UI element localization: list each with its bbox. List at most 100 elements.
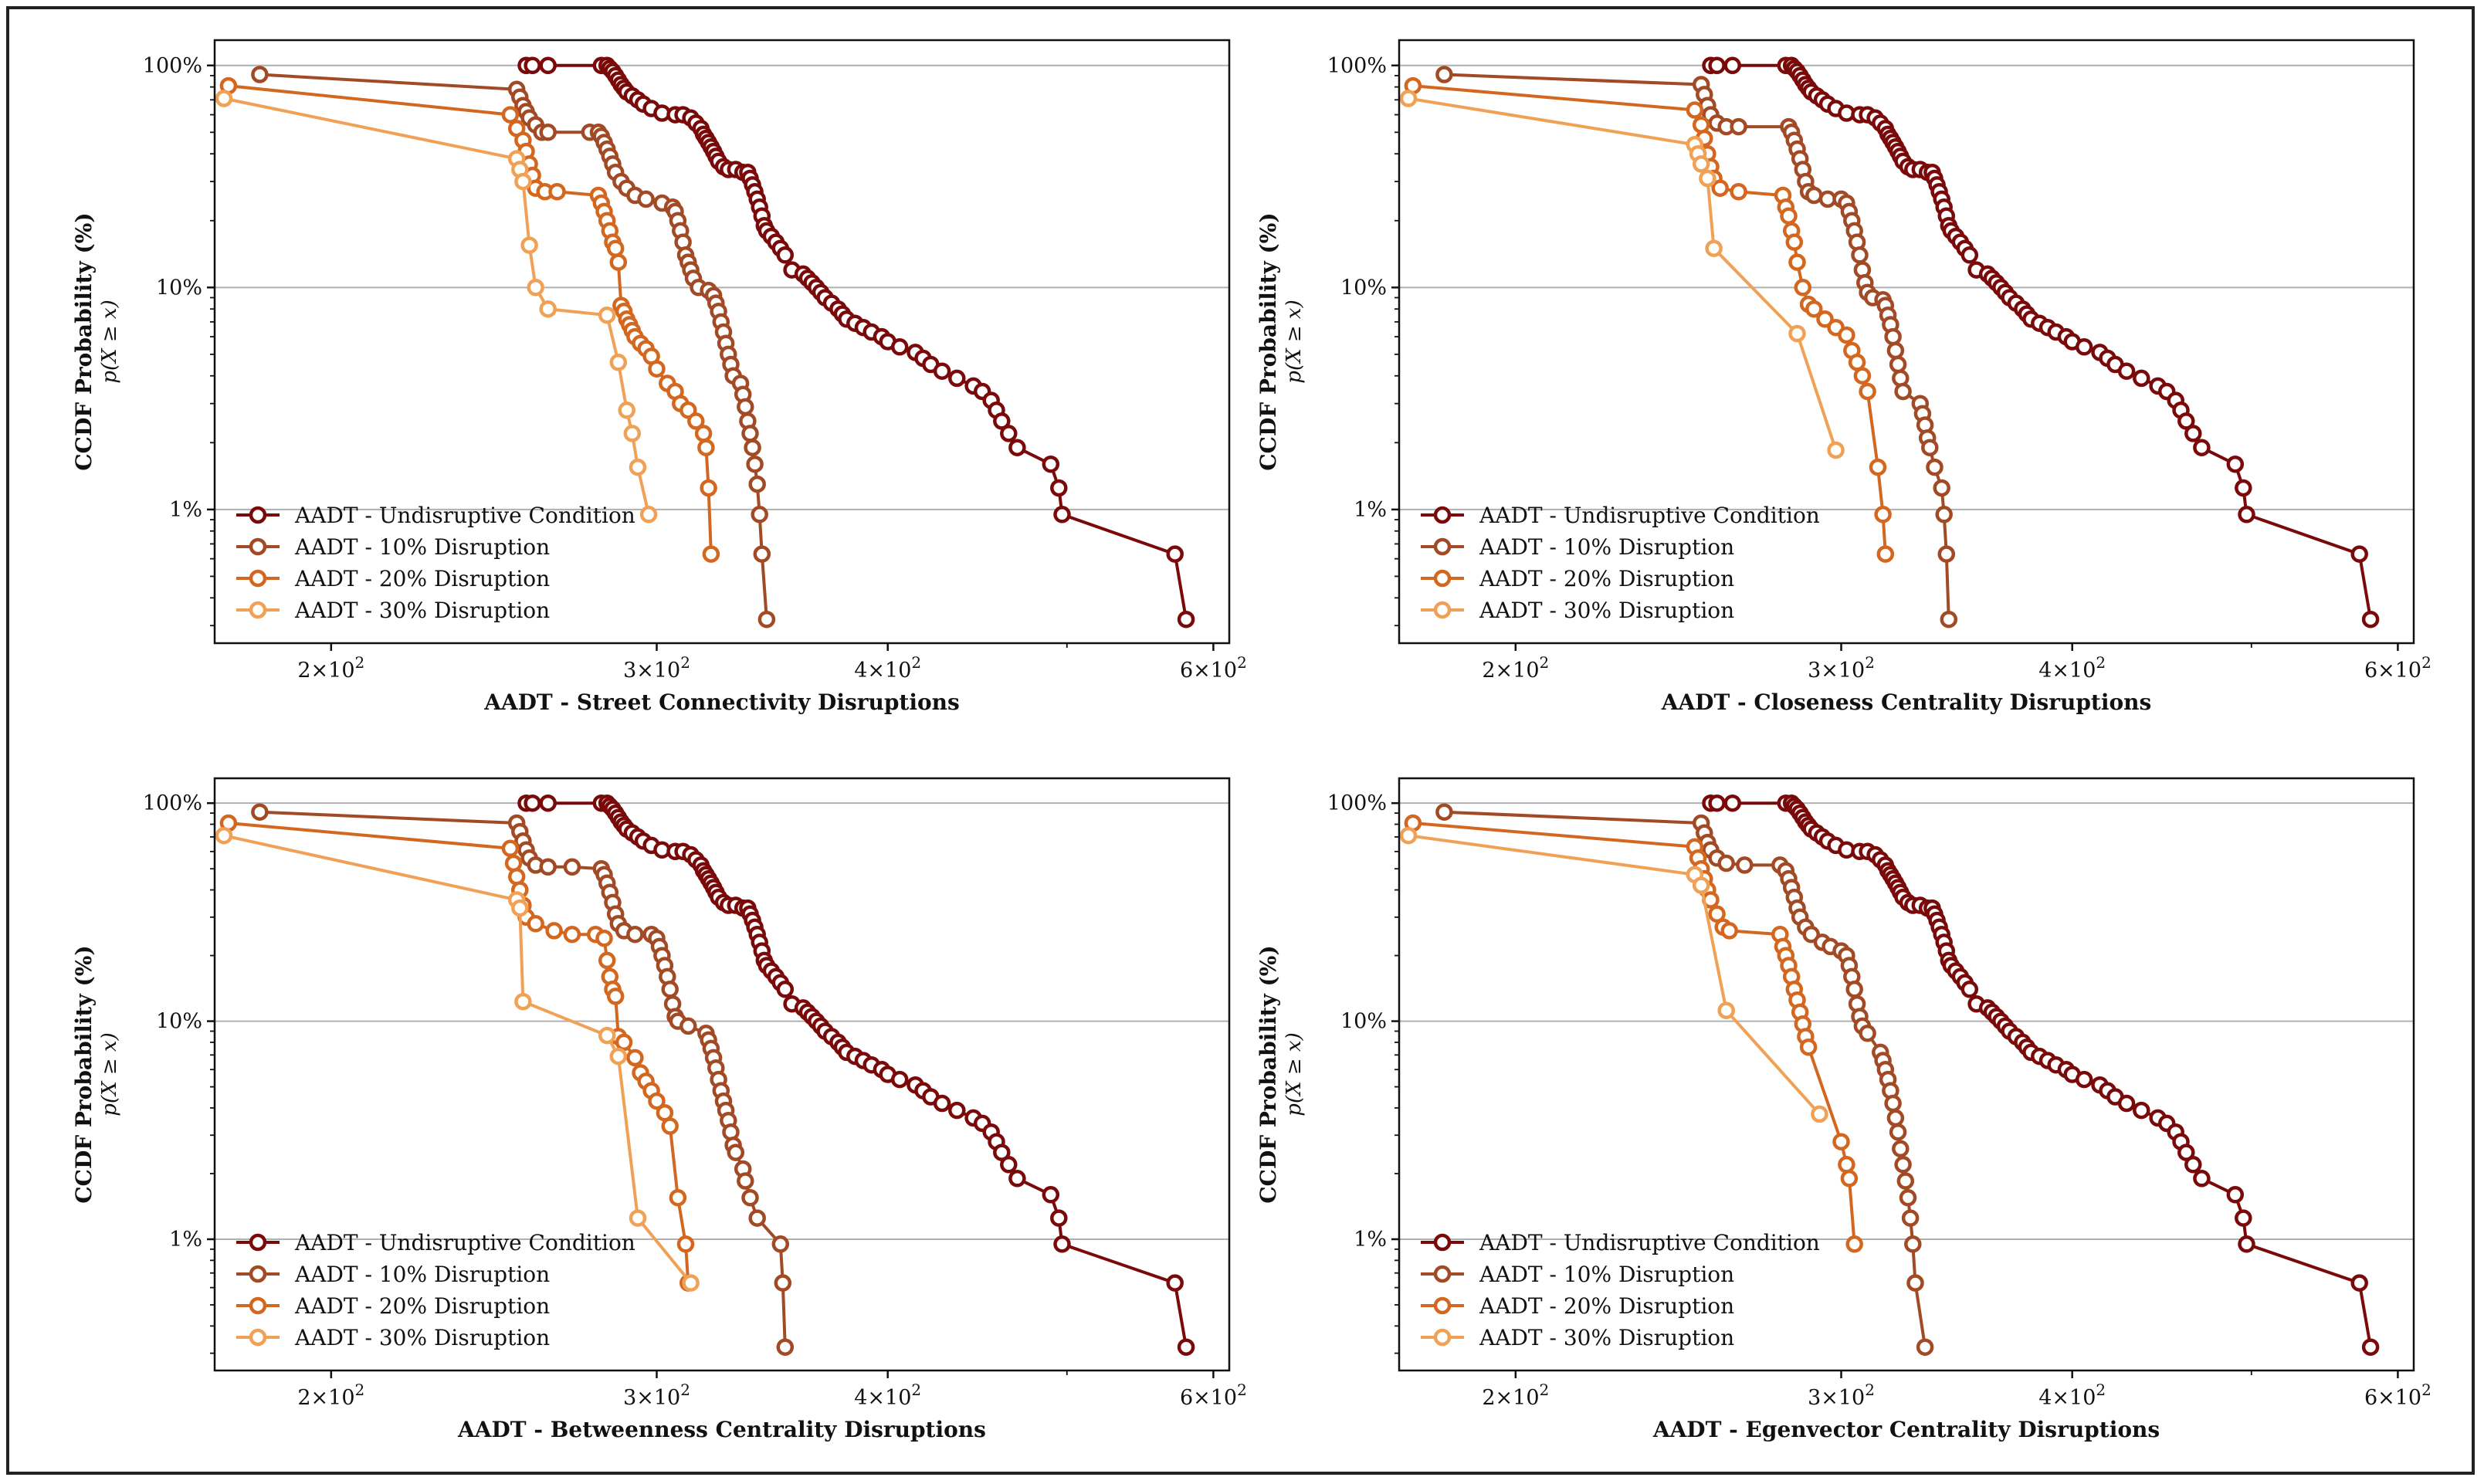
series-d30 <box>1399 90 1845 459</box>
data-point <box>2238 1235 2255 1253</box>
series-d30 <box>215 826 700 1292</box>
data-point <box>771 1235 790 1253</box>
legend-swatch-marker <box>1433 569 1452 588</box>
data-point <box>1926 458 1943 476</box>
y-axis-label: CCDF Probability (%) <box>71 212 97 470</box>
series-undisruptive <box>517 56 1195 628</box>
legend-swatch-marker <box>1433 537 1452 556</box>
data-point <box>1816 310 1834 328</box>
series-line <box>1408 97 1838 451</box>
data-point <box>1692 155 1710 173</box>
y-axis-label: CCDF Probability (%) <box>71 945 97 1203</box>
x-tick-label: 4×102 <box>854 653 921 683</box>
data-point <box>504 854 523 872</box>
data-point <box>744 439 761 456</box>
data-point <box>1736 856 1754 874</box>
data-point <box>637 190 655 208</box>
legend-label: AADT - Undisruptive Condition <box>294 1230 635 1255</box>
x-tick-label: 2×102 <box>1482 653 1549 683</box>
data-point <box>648 360 666 378</box>
data-point <box>501 106 520 124</box>
legend-swatch-marker <box>1433 1233 1452 1252</box>
data-point <box>661 981 679 998</box>
y-axis-sublabel: p(X ≥ x) <box>98 1032 121 1116</box>
series-d10 <box>1435 803 1934 1356</box>
y-axis-sublabel: p(X ≥ x) <box>98 300 121 383</box>
series-d20 <box>1404 76 1895 563</box>
data-point <box>933 1094 951 1113</box>
data-point <box>609 1047 628 1066</box>
y-tick-label: 10% <box>1340 1010 1387 1034</box>
data-point <box>1686 101 1704 119</box>
data-point <box>1008 1170 1026 1188</box>
legend: AADT - Undisruptive Condition AADT - 10% … <box>1421 1230 1820 1350</box>
series-undisruptive <box>1702 794 2380 1356</box>
data-point <box>1053 506 1071 523</box>
data-point <box>524 794 541 812</box>
data-point <box>669 1188 687 1207</box>
legend-swatch-marker <box>1433 1328 1452 1347</box>
data-point <box>1717 1001 1735 1019</box>
data-point <box>753 545 771 563</box>
data-point <box>890 1070 909 1089</box>
legend-label: AADT - 20% Disruption <box>1479 566 1734 591</box>
data-point <box>618 401 635 419</box>
legend-swatch-marker <box>249 506 267 524</box>
data-point <box>1827 441 1845 459</box>
data-point <box>2184 1156 2202 1174</box>
data-point <box>598 1026 616 1045</box>
legend-label: AADT - 30% Disruption <box>294 1325 550 1350</box>
x-tick-label: 3×102 <box>623 653 690 683</box>
data-point <box>776 1338 795 1356</box>
legend-label: AADT - 10% Disruption <box>1479 1262 1734 1287</box>
data-point <box>527 279 544 296</box>
series-d30 <box>215 90 658 523</box>
data-point <box>623 425 642 442</box>
data-point <box>2361 1338 2380 1356</box>
data-point <box>527 915 544 933</box>
data-point <box>1899 1188 1917 1207</box>
data-point <box>524 56 541 75</box>
data-point <box>1780 207 1798 225</box>
data-point <box>1811 1105 1828 1123</box>
data-point <box>1000 1156 1018 1174</box>
data-point <box>2350 1274 2368 1292</box>
data-point <box>1876 545 1895 563</box>
data-point <box>1705 239 1723 257</box>
data-point <box>1906 1274 1924 1292</box>
legend-label: AADT - Undisruptive Condition <box>1479 1230 1820 1255</box>
data-point <box>2193 1170 2211 1188</box>
data-point <box>694 425 713 442</box>
data-point <box>1933 479 1950 497</box>
data-point <box>1805 300 1823 318</box>
data-point <box>2350 545 2368 563</box>
data-point <box>746 455 764 473</box>
data-point <box>615 1033 633 1052</box>
data-point <box>993 412 1011 430</box>
y-axis-label: CCDF Probability (%) <box>1256 212 1281 470</box>
data-point <box>629 458 647 476</box>
y-tick-label: 1% <box>1354 1228 1387 1252</box>
data-point <box>626 925 644 944</box>
data-point <box>501 839 520 858</box>
data-point <box>606 988 625 1005</box>
data-point <box>2193 439 2211 456</box>
data-point <box>1894 382 1912 401</box>
data-point <box>741 425 759 442</box>
legend-swatch-marker <box>1433 601 1452 619</box>
data-point <box>676 1235 695 1253</box>
data-point <box>215 90 233 107</box>
data-point <box>1886 341 1905 360</box>
legend-swatch-marker <box>249 1296 267 1315</box>
x-tick-label: 3×102 <box>1808 653 1875 683</box>
x-tick-label: 3×102 <box>623 1381 690 1410</box>
axes-frame <box>213 777 1231 1372</box>
data-point <box>548 183 566 201</box>
data-point <box>774 1274 792 1292</box>
x-tick-label: 2×102 <box>297 1381 364 1410</box>
data-point <box>661 1117 679 1135</box>
data-point <box>1794 279 1812 296</box>
data-point <box>757 610 776 628</box>
data-point <box>1960 246 1979 264</box>
data-point <box>2075 338 2093 356</box>
